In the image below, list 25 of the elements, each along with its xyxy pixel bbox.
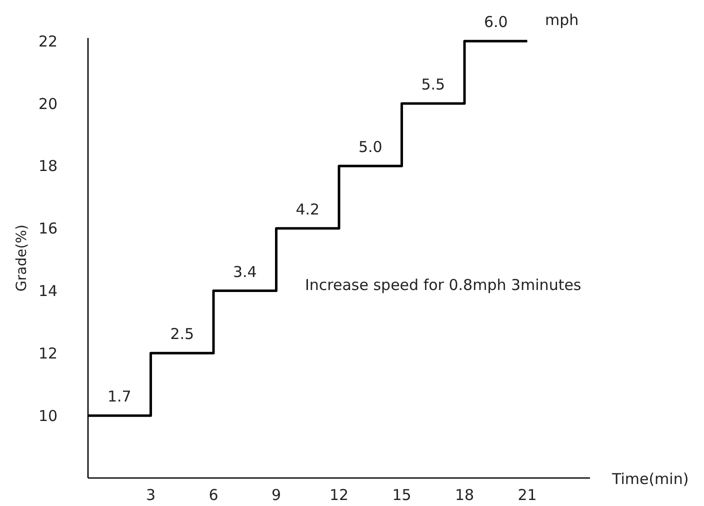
x-tick-label: 18 xyxy=(454,486,474,504)
x-tick-label: 15 xyxy=(392,486,412,504)
x-axis-title: Time(min) xyxy=(611,470,689,488)
y-tick-label: 20 xyxy=(38,94,58,113)
x-tick-label: 21 xyxy=(518,486,537,504)
annotation: 6.0 xyxy=(484,13,508,32)
y-tick-label: 10 xyxy=(38,406,58,425)
annotation: 1.7 xyxy=(107,388,132,406)
y-tick-label: 12 xyxy=(38,344,58,362)
annotation: 3.4 xyxy=(232,262,257,281)
y-tick-label: 16 xyxy=(38,220,58,238)
annotation: 5.0 xyxy=(358,138,382,156)
y-axis-title: Grade(%) xyxy=(14,224,30,292)
y-tick-label: 22 xyxy=(38,32,58,50)
x-tick-label: 12 xyxy=(329,486,349,504)
x-tick-label: 3 xyxy=(146,486,156,504)
annotation: 5.5 xyxy=(421,76,446,94)
annotation: 2.5 xyxy=(170,325,194,344)
x-tick-label: 9 xyxy=(271,486,282,504)
y-tick-label: 14 xyxy=(38,282,58,300)
text: mph xyxy=(545,11,579,29)
x-tick-label: 6 xyxy=(208,486,218,504)
y-tick-label: 18 xyxy=(38,157,58,176)
annotation: Increase speed for 0.8mph 3minutes xyxy=(305,276,582,294)
annotation: 4.2 xyxy=(296,200,320,218)
